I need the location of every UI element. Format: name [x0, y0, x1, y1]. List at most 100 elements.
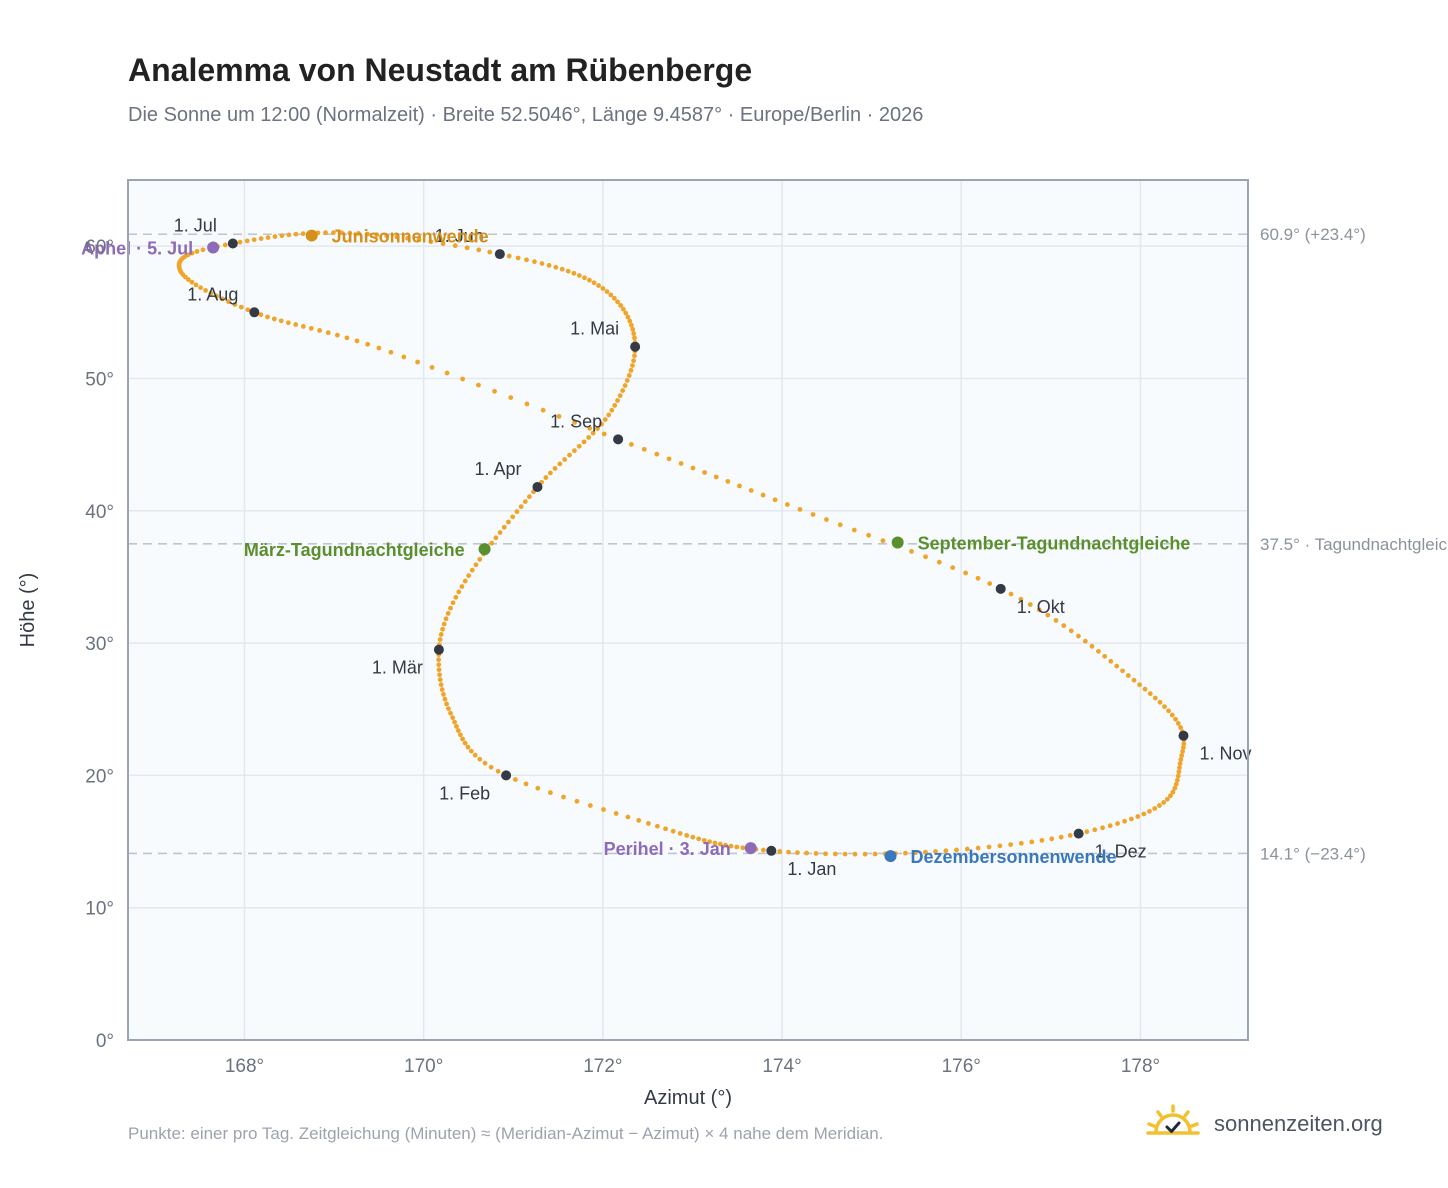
day-point	[737, 484, 742, 489]
day-point	[195, 249, 200, 254]
day-point	[608, 292, 613, 297]
day-point	[561, 795, 566, 800]
brand[interactable]: sonnenzeiten.org	[1146, 1100, 1383, 1148]
day-point	[823, 851, 828, 856]
day-point	[1084, 829, 1089, 834]
day-point	[438, 677, 443, 682]
day-point	[223, 243, 228, 248]
day-point	[532, 259, 537, 264]
y-tick-label: 30°	[85, 634, 114, 655]
day-point	[1039, 838, 1044, 843]
day-point	[1153, 696, 1158, 701]
day-point	[448, 606, 453, 611]
event-marker	[207, 241, 219, 253]
day-point	[881, 538, 886, 543]
day-point	[492, 389, 497, 394]
month-marker	[613, 434, 623, 444]
day-point	[1120, 668, 1125, 673]
day-point	[437, 667, 442, 672]
month-marker-label: 1. Mai	[570, 319, 619, 339]
day-point	[614, 811, 619, 816]
day-point	[326, 330, 331, 335]
day-point	[601, 807, 606, 812]
day-point	[506, 520, 511, 525]
plot-area	[128, 180, 1248, 1040]
day-point	[442, 622, 447, 627]
day-point	[575, 799, 580, 804]
day-point	[454, 724, 459, 729]
month-marker	[766, 846, 776, 856]
day-point	[795, 850, 800, 855]
day-point	[1114, 664, 1119, 669]
month-marker	[630, 342, 640, 352]
day-point	[1162, 704, 1167, 709]
day-point	[1147, 809, 1152, 814]
day-point	[632, 336, 637, 341]
day-point	[502, 525, 507, 530]
x-axis-label: Azimut (°)	[644, 1087, 732, 1109]
month-marker-label: 1. Sep	[550, 411, 602, 431]
day-point	[1158, 700, 1163, 705]
day-point	[603, 417, 608, 422]
day-point	[548, 790, 553, 795]
event-label: Dezembersonnenwende	[910, 847, 1116, 867]
day-point	[452, 720, 457, 725]
day-point	[612, 403, 617, 408]
day-point	[519, 504, 524, 509]
day-point	[443, 697, 448, 702]
day-point	[436, 657, 441, 662]
event-label: Junisonnenwende	[332, 227, 489, 247]
day-point	[1049, 836, 1054, 841]
day-point	[777, 849, 782, 854]
day-point	[1166, 708, 1171, 713]
x-tick-label: 170°	[404, 1056, 443, 1077]
day-point	[646, 821, 651, 826]
day-point	[1157, 803, 1162, 808]
day-point	[446, 706, 451, 711]
month-marker	[495, 249, 505, 259]
x-tick-label: 172°	[583, 1056, 622, 1077]
day-point	[1090, 644, 1095, 649]
day-point	[515, 509, 520, 514]
day-point	[547, 263, 552, 268]
day-point	[477, 757, 482, 762]
day-point	[553, 466, 558, 471]
month-marker-label: 1. Feb	[439, 783, 490, 803]
day-point	[525, 402, 530, 407]
day-point	[600, 286, 605, 291]
day-point	[460, 377, 465, 382]
day-point	[489, 765, 494, 770]
day-point	[496, 769, 501, 774]
day-point	[725, 479, 730, 484]
reference-line-label: 37.5° · Tagundnachtgleiche	[1260, 535, 1448, 554]
day-point	[513, 777, 518, 782]
day-point	[516, 256, 521, 261]
day-point	[824, 517, 829, 522]
day-point	[1161, 800, 1166, 805]
day-point	[301, 324, 306, 329]
month-marker	[1074, 829, 1084, 839]
day-point	[440, 687, 445, 692]
month-marker	[228, 239, 238, 249]
day-point	[1178, 761, 1183, 766]
day-point	[439, 632, 444, 637]
day-point	[453, 595, 458, 600]
day-point	[903, 851, 908, 856]
day-point	[1061, 623, 1066, 628]
day-point	[458, 732, 463, 737]
brand-name: sonnenzeiten.org	[1214, 1111, 1383, 1137]
day-point	[272, 317, 277, 322]
day-point	[987, 581, 992, 586]
day-point	[734, 845, 739, 850]
day-point	[1137, 682, 1142, 687]
day-point	[667, 456, 672, 461]
day-point	[612, 296, 617, 301]
month-marker-label: 1. Okt	[1017, 597, 1065, 617]
day-point	[1059, 835, 1064, 840]
event-marker	[479, 543, 491, 555]
day-point	[909, 549, 914, 554]
day-point	[811, 512, 816, 517]
day-point	[451, 600, 456, 605]
day-point	[493, 535, 498, 540]
day-point	[702, 470, 707, 475]
